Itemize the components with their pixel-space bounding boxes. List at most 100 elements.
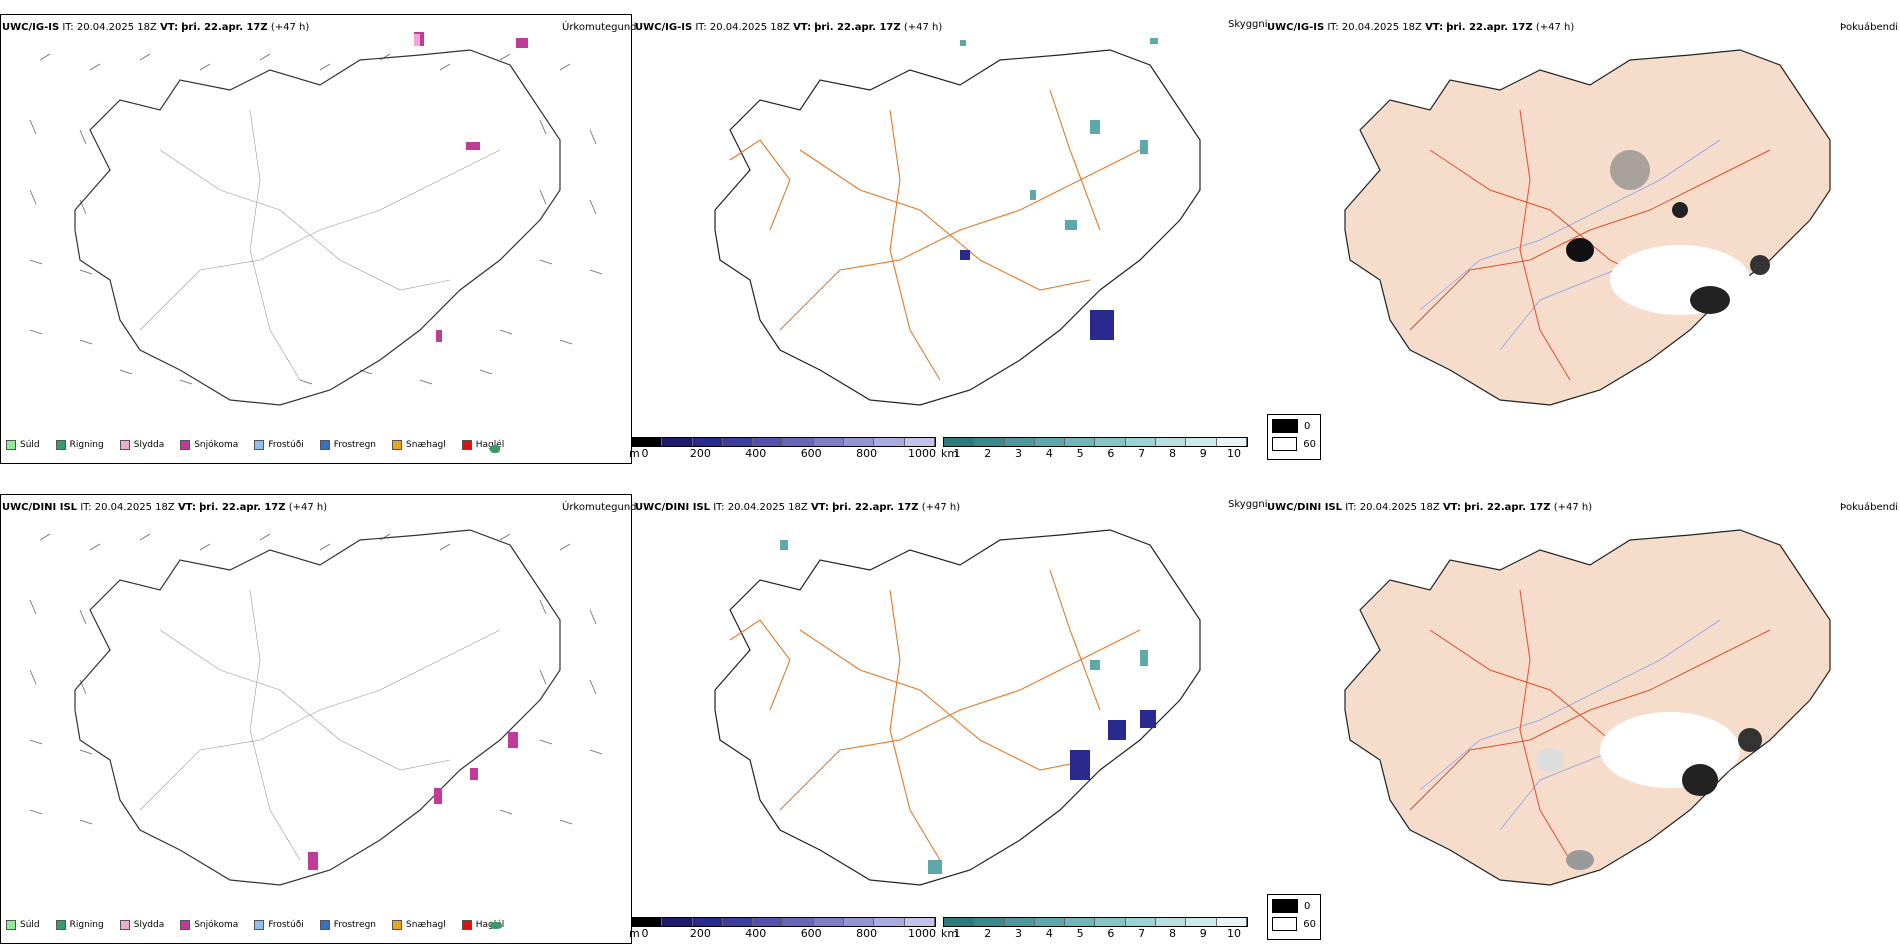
- legend-item: Frostúði: [254, 920, 304, 930]
- vt-label: VT:: [1425, 22, 1444, 33]
- vt-label: VT:: [1442, 502, 1461, 513]
- height-colorbar-tick: 400: [745, 447, 767, 460]
- height-colorbar-segment: [874, 438, 905, 446]
- legend-label: Súld: [20, 440, 40, 450]
- precip-panel-frame: [0, 14, 632, 464]
- fog-patches: [1536, 712, 1762, 870]
- vis-map: [714, 529, 1201, 886]
- precip-snow-spots: [414, 32, 528, 342]
- legend-swatch: [461, 920, 472, 930]
- vis-colorbar-segment: [1004, 918, 1035, 926]
- legend-label: Rigning: [69, 920, 104, 930]
- height-colorbar-segment: [632, 918, 663, 926]
- vt-value: þri. 22.apr. 17Z: [1446, 22, 1533, 33]
- precip-snow-spots: [308, 732, 518, 870]
- vis-colorbar-tick: 9: [1199, 927, 1207, 940]
- legend-label: Snjókoma: [194, 440, 239, 450]
- it-label: IT:: [1327, 22, 1339, 33]
- legend-item: Rigning: [55, 920, 104, 930]
- height-colorbar-segment: [783, 438, 814, 446]
- vis-map: [714, 38, 1201, 406]
- vis-colorbar-tick: 2: [984, 927, 992, 940]
- it-value: 20.04.2025 18Z: [94, 502, 175, 513]
- height-colorbar-bar: [631, 917, 936, 927]
- height-colorbar-unit: m: [629, 927, 640, 940]
- vis-colorbar-tick: 10: [1227, 927, 1241, 940]
- legend-item: Snjókoma: [180, 920, 238, 930]
- fog-map: [1344, 529, 1831, 886]
- height-colorbar-unit: m: [629, 447, 640, 460]
- precip-panel-frame: [0, 494, 632, 944]
- fog-legend-low: 60: [1303, 918, 1316, 930]
- panel-header: UWC/IG-IS IT: 20.04.2025 18Z VT: þri. 22…: [635, 22, 942, 33]
- vis-colorbar-tick: 2: [984, 447, 992, 460]
- height-colorbar-tick: 600: [800, 447, 822, 460]
- model-name: UWC/IG-IS: [635, 22, 693, 33]
- panel-header: UWC/IG-IS IT: 20.04.2025 18Z VT: þri. 22…: [2, 22, 309, 33]
- rain-blob: [490, 445, 500, 453]
- height-colorbar-tick: 0: [641, 927, 649, 940]
- fog-legend-low-swatch: [1272, 437, 1298, 451]
- legend-swatch: [180, 440, 191, 450]
- legend-label: Haglél: [476, 920, 505, 930]
- it-value: 20.04.2025 18Z: [709, 22, 790, 33]
- vis-colorbar-segment: [1186, 438, 1217, 446]
- it-label: IT:: [695, 22, 707, 33]
- vis-colorbar-segment: [1095, 918, 1126, 926]
- vis-colorbar-tick: 1: [953, 447, 961, 460]
- height-colorbar: m 0 200 400 600 800 1000: [629, 917, 936, 940]
- row-2: UWC/DINI ISL IT: 20.04.2025 18Z VT: þri.…: [0, 480, 1900, 950]
- vis-colorbar-segment: [1125, 438, 1157, 446]
- legend-item: Snæhagl: [392, 920, 446, 930]
- model-name: UWC/DINI ISL: [635, 502, 711, 513]
- vis-panel-title: Skyggni: [1228, 499, 1268, 510]
- vis-colorbar-segment: [1216, 438, 1247, 446]
- height-colorbar-tick: 200: [689, 447, 711, 460]
- precip-slydda-spot: [414, 34, 420, 46]
- vis-colorbar-tick: 5: [1076, 447, 1084, 460]
- height-colorbar-ticks: m 0 200 400 600 800 1000: [629, 447, 936, 460]
- lead-time: (+47 h): [288, 502, 328, 513]
- legend-item: Haglél: [461, 440, 504, 450]
- height-colorbar-segment: [722, 438, 754, 446]
- vis-colorbar-segment: [1095, 438, 1126, 446]
- legend-label: Snjókoma: [194, 920, 239, 930]
- iceland-outline: [74, 529, 561, 886]
- vis-colorbar: km 1 2 3 4 5 6 7 8 9 10: [941, 917, 1248, 940]
- precip-panel-title: Úrkomutegund: [562, 22, 637, 33]
- lead-time: (+47 h): [903, 22, 943, 33]
- model-name: UWC/IG-IS: [1267, 22, 1325, 33]
- panel-header: UWC/DINI ISL IT: 20.04.2025 18Z VT: þri.…: [635, 502, 960, 513]
- vis-colorbar-ticks: km 1 2 3 4 5 6 7 8 9 10: [941, 447, 1248, 460]
- height-colorbar-tick: 0: [641, 447, 649, 460]
- iceland-outline: [74, 49, 561, 406]
- fog-legend-high-swatch: [1272, 419, 1298, 433]
- height-colorbar-segment: [692, 918, 723, 926]
- vis-colorbar-bar: [943, 917, 1248, 927]
- height-colorbar-segment: [904, 918, 935, 926]
- vis-colorbar: km 1 2 3 4 5 6 7 8 9 10: [941, 437, 1248, 460]
- vis-colorbar-tick: 8: [1168, 447, 1176, 460]
- fog-legend-low: 60: [1303, 438, 1316, 450]
- height-colorbar-tick: 400: [745, 927, 767, 940]
- legend-label: Frostúði: [268, 920, 304, 930]
- vt-value: þri. 22.apr. 17Z: [832, 502, 919, 513]
- iceland-land: [1344, 49, 1831, 406]
- height-colorbar-segment: [753, 918, 784, 926]
- panel-header: UWC/IG-IS IT: 20.04.2025 18Z VT: þri. 22…: [1267, 22, 1574, 33]
- it-label: IT:: [1345, 502, 1357, 513]
- vis-colorbar-segment: [1034, 918, 1066, 926]
- height-colorbar: m 0 200 400 600 800 1000: [629, 437, 936, 460]
- model-name: UWC/DINI ISL: [2, 502, 78, 513]
- fog-legend-low-swatch: [1272, 917, 1298, 931]
- fog-map: [1344, 49, 1831, 406]
- fog-panel-title: Þokuábendi: [1840, 502, 1899, 513]
- legend-label: Frostregn: [333, 440, 377, 450]
- vis-colorbar-segment: [944, 438, 975, 446]
- legend-label: Súld: [20, 920, 40, 930]
- height-patches: [960, 250, 1114, 340]
- legend-swatch: [319, 920, 330, 930]
- vis-colorbar-segment: [1125, 918, 1157, 926]
- legend-swatch: [392, 440, 403, 450]
- height-colorbar-segment: [662, 918, 693, 926]
